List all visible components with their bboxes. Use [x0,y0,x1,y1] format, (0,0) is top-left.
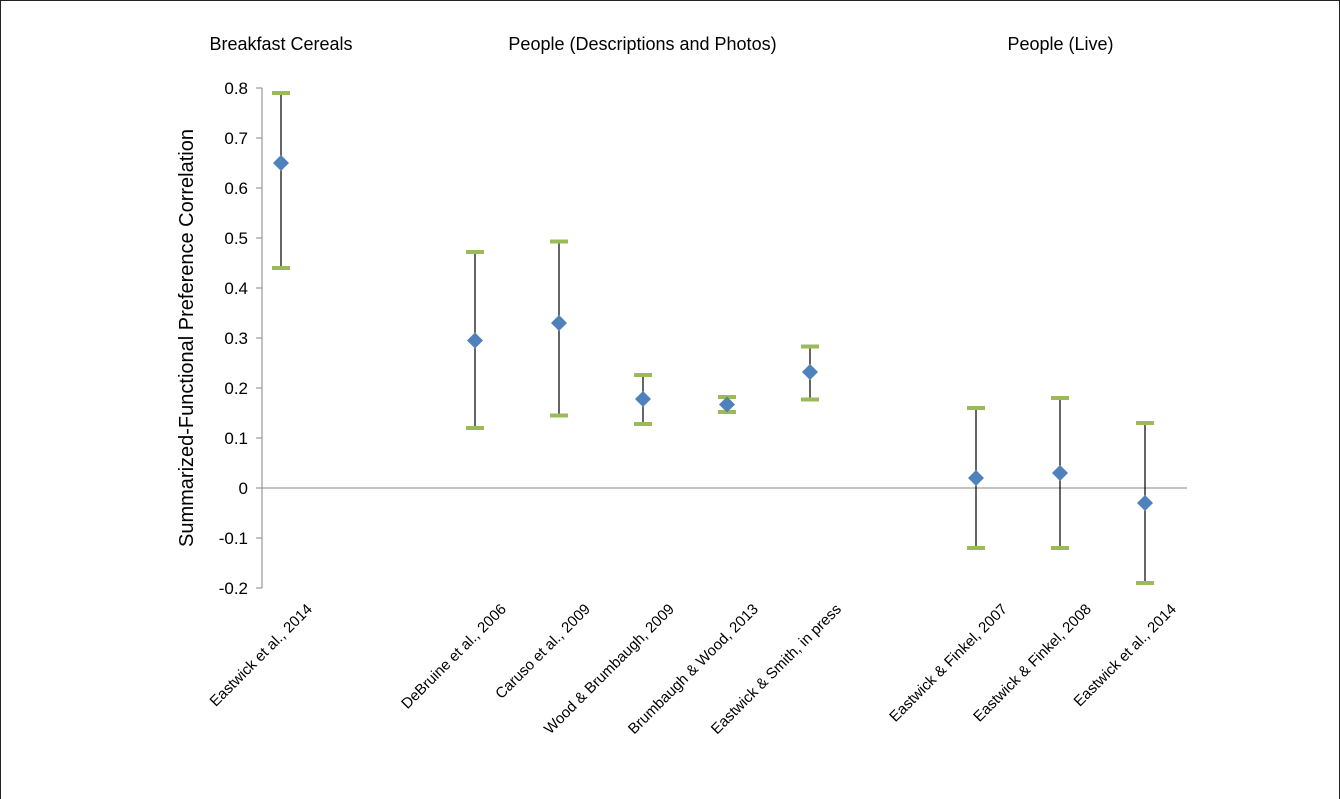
y-axis-label: Summarized-Functional Preference Correla… [176,129,198,547]
y-tick-label: 0.7 [224,129,248,148]
category-label: Eastwick et al., 2014 [207,601,316,710]
data-point [635,391,651,407]
data-point [551,315,567,331]
group-label: People (Descriptions and Photos) [508,34,776,54]
data-point [1137,495,1153,511]
data-point [273,155,289,171]
y-tick-label: 0.4 [224,279,248,298]
y-tick-label: 0 [239,479,248,498]
data-point [1052,465,1068,481]
group-label: People (Live) [1007,34,1113,54]
y-tick-label: -0.1 [219,529,248,548]
y-tick-label: 0.2 [224,379,248,398]
category-label: DeBruine et al., 2006 [398,601,510,713]
data-point [467,332,483,349]
y-tick-label: 0.3 [224,329,248,348]
y-tick-label: 0.6 [224,179,248,198]
y-tick-label: 0.5 [224,229,248,248]
y-tick-label: 0.8 [224,79,248,98]
y-tick-label: -0.2 [219,579,248,598]
data-point [719,396,735,413]
group-label: Breakfast Cereals [209,34,352,54]
y-tick-label: 0.1 [224,429,248,448]
data-point [802,364,818,380]
data-point [968,470,984,486]
